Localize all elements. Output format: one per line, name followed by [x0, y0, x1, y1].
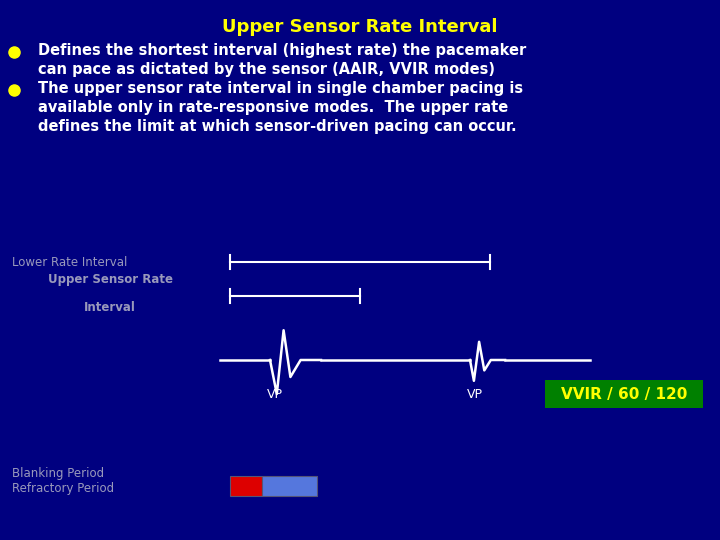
Text: The upper sensor rate interval in single chamber pacing is: The upper sensor rate interval in single…: [38, 81, 523, 96]
Text: defines the limit at which sensor-driven pacing can occur.: defines the limit at which sensor-driven…: [38, 119, 517, 134]
Text: available only in rate-responsive modes.  The upper rate: available only in rate-responsive modes.…: [38, 100, 508, 115]
Text: VVIR / 60 / 120: VVIR / 60 / 120: [561, 387, 687, 402]
Text: Refractory Period: Refractory Period: [12, 482, 114, 495]
Text: VP: VP: [267, 388, 283, 401]
Text: can pace as dictated by the sensor (AAIR, VVIR modes): can pace as dictated by the sensor (AAIR…: [38, 62, 495, 77]
Text: VP: VP: [467, 388, 483, 401]
Text: Upper Sensor Rate: Upper Sensor Rate: [48, 273, 173, 286]
Text: Lower Rate Interval: Lower Rate Interval: [12, 255, 127, 268]
Bar: [262, 476, 317, 496]
Text: Interval: Interval: [84, 301, 136, 314]
Text: Blanking Period: Blanking Period: [12, 467, 104, 480]
Text: Defines the shortest interval (highest rate) the pacemaker: Defines the shortest interval (highest r…: [38, 43, 526, 58]
Text: Upper Sensor Rate Interval: Upper Sensor Rate Interval: [222, 18, 498, 36]
Bar: [545, 380, 703, 408]
Bar: [230, 476, 262, 496]
